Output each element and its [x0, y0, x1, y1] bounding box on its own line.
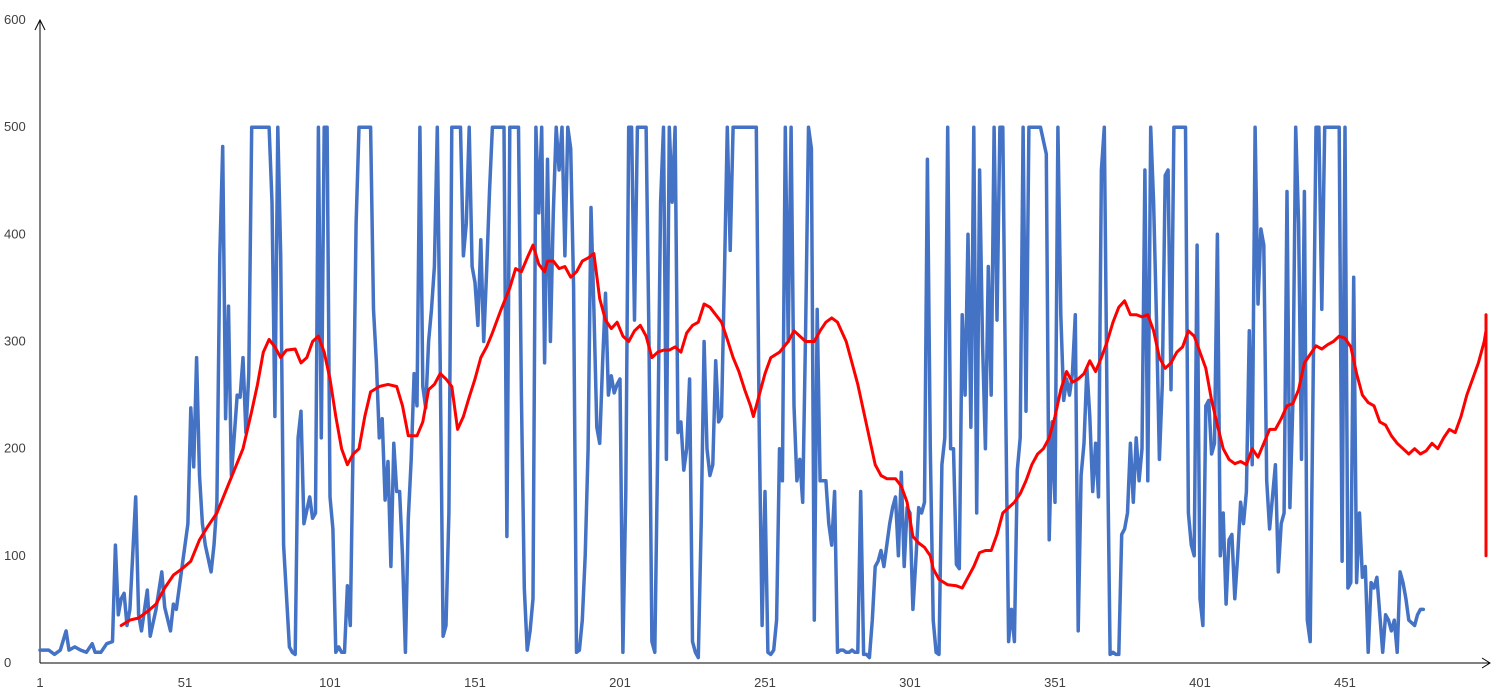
- series-line-red: [119, 243, 1488, 627]
- x-tick-label: 151: [464, 675, 486, 690]
- x-tick-label: 201: [609, 675, 631, 690]
- x-axis-arrow: [1481, 657, 1491, 669]
- series-layer: [38, 125, 1488, 660]
- y-tick-label: 0: [4, 655, 11, 670]
- y-tick-label: 200: [4, 441, 26, 456]
- series-line-blue: [38, 125, 1426, 660]
- x-tick-label: 401: [1189, 675, 1211, 690]
- x-tick-label: 451: [1334, 675, 1356, 690]
- x-tick-label: 1: [36, 675, 43, 690]
- y-tick-label: 600: [4, 12, 26, 27]
- y-tick-label: 400: [4, 226, 26, 241]
- y-tick-label: 100: [4, 548, 26, 563]
- y-axis-arrow: [34, 18, 46, 31]
- x-tick-label: 51: [178, 675, 192, 690]
- y-tick-label: 500: [4, 119, 26, 134]
- x-tick-label: 101: [319, 675, 341, 690]
- x-tick-label: 251: [754, 675, 776, 690]
- y-tick-label: 300: [4, 334, 26, 349]
- axes: [34, 18, 1491, 669]
- x-tick-label: 301: [899, 675, 921, 690]
- x-tick-label: 351: [1044, 675, 1066, 690]
